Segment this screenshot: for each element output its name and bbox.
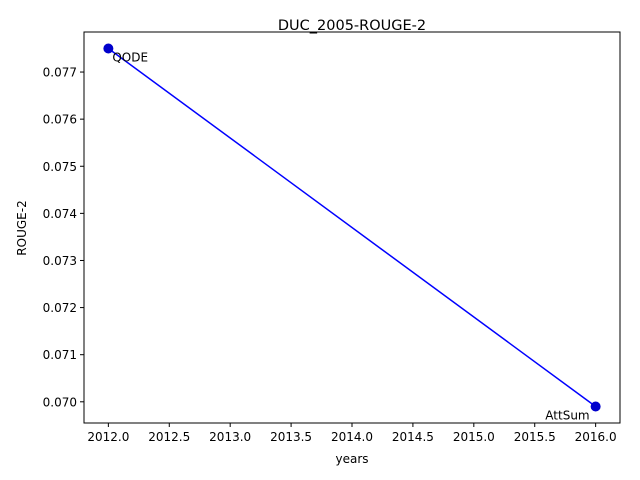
data-point	[590, 401, 601, 412]
y-axis-label: ROUGE-2	[15, 200, 29, 255]
x-tick-label: 2012.5	[148, 430, 190, 444]
x-axis: 2012.0 2012.5 2013.0 2013.5 2014.0 2014.5 2015…	[87, 423, 617, 444]
y-tick-label: 0.074	[43, 207, 77, 221]
y-tick-label: 0.072	[43, 301, 77, 315]
x-tick-label: 2016.0	[575, 430, 617, 444]
x-tick-label: 2013.0	[209, 430, 251, 444]
x-tick-label: 2013.5	[270, 430, 312, 444]
point-label: QODE	[112, 50, 148, 64]
x-axis-label: years	[335, 452, 368, 466]
y-tick-label: 0.077	[43, 66, 77, 80]
x-tick-label: 2012.0	[87, 430, 129, 444]
x-tick-label: 2015.5	[514, 430, 556, 444]
plot-area: QODE AttSum	[103, 43, 601, 423]
y-tick-label: 0.076	[43, 113, 77, 127]
x-tick-label: 2014.0	[331, 430, 373, 444]
point-label: AttSum	[545, 409, 589, 423]
data-point	[103, 43, 114, 54]
y-axis: 0.070 0.071 0.072 0.073 0.074 0.075 0.076 0.077	[43, 66, 84, 409]
y-tick-label: 0.071	[43, 348, 77, 362]
y-tick-label: 0.075	[43, 160, 77, 174]
chart-title: DUC_2005-ROUGE-2	[278, 18, 426, 34]
y-tick-label: 0.073	[43, 254, 77, 268]
series-line	[107, 47, 597, 408]
y-tick-label: 0.070	[43, 395, 77, 409]
x-tick-label: 2015.0	[453, 430, 495, 444]
x-tick-label: 2014.5	[392, 430, 434, 444]
